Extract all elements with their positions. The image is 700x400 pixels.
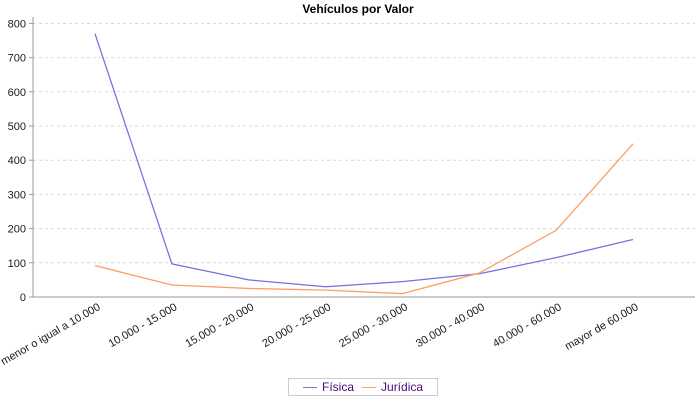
chart-legend: Física Jurídica [288,378,439,396]
x-category-label: 15.000 - 20.000 [183,301,256,350]
y-tick-label: 300 [8,189,26,201]
y-tick-label: 700 [8,53,26,65]
y-tick-label: 0 [20,292,26,304]
legend-line-swatch-fisica [303,386,317,388]
x-category-label: 40.000 - 60.000 [491,301,564,350]
x-category-label: 25.000 - 30.000 [337,301,410,350]
x-category-label: menor o igual a 10.000 [0,301,102,368]
series-line-juridica [94,143,634,295]
y-tick-label: 200 [8,224,26,236]
x-category-label: 30.000 - 40.000 [414,301,487,350]
legend-label-fisica: Física [322,380,355,394]
y-tick-label: 400 [8,155,26,167]
series-line-fisica [94,33,634,288]
x-category-label: 20.000 - 25.000 [260,301,333,350]
legend-item-juridica: Jurídica [362,380,423,394]
legend-line-swatch-juridica [362,386,377,388]
y-tick-label: 800 [8,18,26,30]
x-category-label: mayor de 60.000 [563,301,641,353]
legend-item-fisica: Física [303,380,354,394]
chart-title: Vehículos por Valor [302,2,414,16]
y-tick-label: 500 [8,121,26,133]
y-tick-label: 600 [8,87,26,99]
y-tick-label: 100 [8,258,26,270]
legend-label-juridica: Jurídica [381,380,424,394]
x-category-label: 10.000 - 15.000 [107,301,180,350]
